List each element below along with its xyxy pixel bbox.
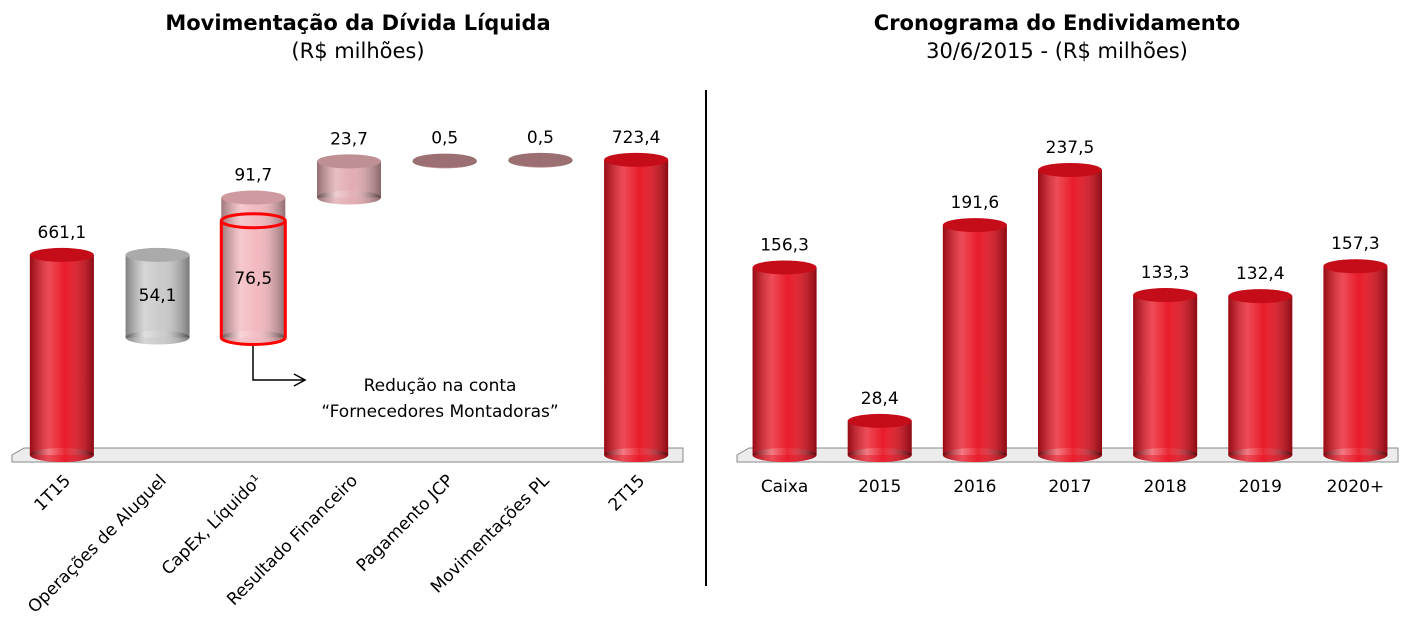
x-tick-label: Pagamento JCP bbox=[353, 471, 458, 576]
value-label: 191,6 bbox=[951, 193, 1000, 213]
bar-bottom-shade bbox=[1228, 448, 1293, 462]
bar-top bbox=[1323, 259, 1388, 274]
bar-top-shade bbox=[942, 218, 1007, 233]
bar-bottom-shade bbox=[1133, 448, 1198, 462]
bar-top-shade bbox=[317, 154, 381, 169]
value-label: 132,4 bbox=[1236, 264, 1285, 284]
value-label: 237,5 bbox=[1046, 138, 1095, 158]
highlight-outline bbox=[219, 212, 287, 346]
bar-bottom-shade bbox=[847, 448, 912, 462]
bar-top bbox=[29, 247, 94, 262]
value-label: 133,3 bbox=[1141, 263, 1190, 283]
bar-shading bbox=[1133, 295, 1198, 455]
bar-top-shade bbox=[847, 413, 912, 428]
chart-subtitle: (R$ milhões) bbox=[291, 39, 424, 63]
x-tick-label: Caixa bbox=[761, 477, 809, 497]
annotation: Redução na conta bbox=[364, 376, 517, 396]
bar-top bbox=[125, 247, 190, 262]
bar-top bbox=[1133, 288, 1198, 303]
highlight-label: 76,5 bbox=[234, 269, 272, 289]
x-tick-label: CapEx, Líquido¹ bbox=[158, 471, 266, 579]
bar-top-shade bbox=[1228, 289, 1293, 304]
bar-shading bbox=[752, 267, 817, 455]
value-label: 23,7 bbox=[330, 129, 368, 149]
value-label: 157,3 bbox=[1331, 234, 1380, 254]
bar-top-shade bbox=[221, 190, 286, 205]
bar-top-shade bbox=[125, 247, 190, 262]
x-tick-label: 1T15 bbox=[30, 471, 74, 515]
bar-top bbox=[412, 153, 477, 168]
annotation-arrow bbox=[252, 343, 307, 387]
x-tick-label: 2T15 bbox=[605, 471, 649, 515]
bar-top bbox=[942, 218, 1007, 233]
bar-bottom-shade bbox=[942, 448, 1007, 462]
bar-top-shade bbox=[1038, 163, 1102, 177]
bar-top-shade bbox=[29, 247, 94, 262]
bar-top-shade bbox=[508, 152, 573, 167]
bar-bottom-shade bbox=[125, 330, 190, 345]
value-label: 28,4 bbox=[861, 389, 899, 409]
value-label: 661,1 bbox=[38, 223, 87, 243]
bar-bottom-shade bbox=[221, 330, 286, 345]
bar-top bbox=[847, 413, 912, 428]
bar-top bbox=[508, 152, 573, 167]
x-tick-label: 2019 bbox=[1239, 477, 1282, 497]
value-label: 156,3 bbox=[760, 235, 809, 255]
x-tick-label: 2018 bbox=[1144, 477, 1187, 497]
value-label: 0,5 bbox=[431, 129, 458, 149]
value-label: 0,5 bbox=[527, 128, 554, 148]
bar-top-shade bbox=[412, 153, 477, 168]
value-label: 54,1 bbox=[139, 286, 177, 306]
bar-top bbox=[1038, 163, 1102, 177]
bar-shading bbox=[1228, 296, 1293, 455]
axis-floor bbox=[11, 447, 684, 463]
x-tick-label: 2015 bbox=[858, 477, 901, 497]
bar-bottom-shade bbox=[317, 190, 381, 205]
bar-bottom-shade bbox=[1038, 448, 1102, 462]
x-tick-label: 2017 bbox=[1048, 477, 1091, 497]
bar-bottom-shade bbox=[604, 448, 669, 462]
bar-shading bbox=[29, 254, 94, 455]
value-label: 91,7 bbox=[234, 166, 272, 186]
bar-top-shade bbox=[604, 152, 669, 167]
chart-title: Cronograma do Endividamento bbox=[874, 11, 1240, 35]
chart-title: Movimentação da Dívida Líquida bbox=[165, 11, 550, 35]
bar-top-shade bbox=[752, 260, 817, 275]
bar-top-shade bbox=[1133, 288, 1198, 303]
value-label: 723,4 bbox=[612, 128, 661, 148]
bar-top bbox=[1228, 289, 1293, 304]
bar-top bbox=[752, 260, 817, 275]
bar-top-shade bbox=[1323, 259, 1388, 274]
bar-top bbox=[317, 154, 381, 169]
bar-shading bbox=[604, 159, 669, 455]
bar-bottom-shade bbox=[752, 448, 817, 462]
bar-top bbox=[221, 190, 286, 205]
bar-shading bbox=[1038, 170, 1102, 455]
chart-subtitle: 30/6/2015 - (R$ milhões) bbox=[926, 39, 1188, 63]
bar-shading bbox=[125, 254, 190, 338]
bar-top bbox=[604, 152, 669, 167]
bar-bottom-shade bbox=[1323, 448, 1388, 462]
bar-shading bbox=[221, 197, 286, 338]
annotation: “Fornecedores Montadoras” bbox=[321, 402, 558, 422]
x-tick-label: 2020+ bbox=[1327, 477, 1385, 497]
bar-shading bbox=[942, 225, 1007, 455]
bar-bottom-shade bbox=[29, 448, 94, 462]
bar-shading bbox=[1323, 266, 1388, 455]
x-tick-label: 2016 bbox=[953, 477, 996, 497]
